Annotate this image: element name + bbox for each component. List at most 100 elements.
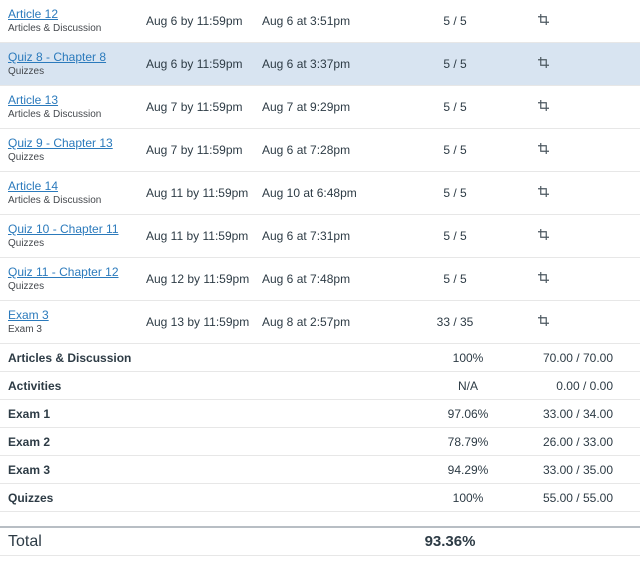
row-action-cell [505,98,581,116]
row-action-cell [505,227,581,245]
due-date: Aug 7 by 11:59pm [146,100,243,114]
assignment-group-label: Exam 3 [8,323,42,335]
crop-icon[interactable] [536,141,551,156]
submitted-date: Aug 7 at 9:29pm [262,100,351,114]
submitted-date: Aug 6 at 7:28pm [262,143,351,157]
due-date: Aug 12 by 11:59pm [146,272,250,286]
summary-row: Exam 3 94.29% 33.00 / 35.00 [0,456,640,484]
row-action-cell [505,12,581,30]
due-date: Aug 6 by 11:59pm [146,57,243,71]
assignment-row: Exam 3 Exam 3 Aug 13 by 11:59pm Aug 8 at… [0,301,640,344]
summary-percent: N/A [457,378,478,393]
assignment-row: Quiz 9 - Chapter 13 Quizzes Aug 7 by 11:… [0,129,640,172]
crop-icon[interactable] [536,313,551,328]
total-percent: 93.36% [424,533,476,550]
crop-icon[interactable] [536,227,551,242]
assignment-group-label: Quizzes [8,151,45,163]
assignment-group-label: Articles & Discussion [8,22,102,34]
summary-group-label: Articles & Discussion [8,350,132,365]
assignment-row: Article 14 Articles & Discussion Aug 11 … [0,172,640,215]
summary-row: Exam 2 78.79% 26.00 / 33.00 [0,428,640,456]
row-action-cell [505,141,581,159]
due-date: Aug 11 by 11:59pm [146,229,249,243]
summary-row: Activities N/A 0.00 / 0.00 [0,372,640,400]
summary-points: 26.00 / 33.00 [542,434,613,449]
due-date: Aug 6 by 11:59pm [146,14,243,28]
summary-group-label: Activities [8,378,62,393]
assignment-link[interactable]: Quiz 8 - Chapter 8 [8,49,107,64]
summary-points: 33.00 / 35.00 [542,462,613,477]
summary-percent: 100% [452,350,484,365]
submitted-date: Aug 6 at 3:51pm [262,14,351,28]
summary-row: Articles & Discussion 100% 70.00 / 70.00 [0,344,640,372]
summary-percent: 100% [452,490,484,505]
summary-points: 33.00 / 34.00 [542,406,613,421]
assignment-row: Quiz 10 - Chapter 11 Quizzes Aug 11 by 1… [0,215,640,258]
summary-row: Exam 1 97.06% 33.00 / 34.00 [0,400,640,428]
due-date: Aug 7 by 11:59pm [146,143,243,157]
assignment-name-cell: Quiz 10 - Chapter 11 Quizzes [0,222,146,251]
assignment-row: Quiz 11 - Chapter 12 Quizzes Aug 12 by 1… [0,258,640,301]
summary-group-label: Exam 2 [8,434,51,449]
row-action-cell [505,313,581,331]
assignment-link[interactable]: Exam 3 [8,307,49,322]
assignment-name-cell: Quiz 8 - Chapter 8 Quizzes [0,50,146,79]
assignment-group-label: Quizzes [8,65,45,77]
due-date: Aug 11 by 11:59pm [146,186,249,200]
assignment-name-cell: Article 13 Articles & Discussion [0,93,146,122]
crop-icon[interactable] [536,270,551,285]
summary-group-label: Quizzes [8,490,54,505]
assignment-group-label: Quizzes [8,280,45,292]
score: 33 / 35 [436,315,474,329]
assignment-row: Article 13 Articles & Discussion Aug 7 b… [0,86,640,129]
summary-points: 0.00 / 0.00 [556,378,613,393]
assignment-name-cell: Article 14 Articles & Discussion [0,179,146,208]
row-action-cell [505,55,581,73]
score: 5 / 5 [443,57,467,71]
total-label: Total [8,532,42,550]
crop-icon[interactable] [536,55,551,70]
summary-group-label: Exam 3 [8,462,51,477]
assignment-name-cell: Quiz 9 - Chapter 13 Quizzes [0,136,146,165]
score: 5 / 5 [443,272,467,286]
assignment-group-label: Articles & Discussion [8,108,102,120]
summary-points: 55.00 / 55.00 [542,490,613,505]
submitted-date: Aug 6 at 3:37pm [262,57,351,71]
assignment-link[interactable]: Quiz 10 - Chapter 11 [8,221,119,236]
assignment-name-cell: Quiz 11 - Chapter 12 Quizzes [0,265,146,294]
submitted-date: Aug 8 at 2:57pm [262,315,351,329]
score: 5 / 5 [443,14,467,28]
score: 5 / 5 [443,100,467,114]
summary-percent: 94.29% [447,462,489,477]
crop-icon[interactable] [536,12,551,27]
submitted-date: Aug 6 at 7:31pm [262,229,351,243]
assignment-link[interactable]: Article 13 [8,92,59,107]
crop-icon[interactable] [536,98,551,113]
assignment-link[interactable]: Article 12 [8,6,59,21]
submitted-date: Aug 10 at 6:48pm [262,186,357,200]
assignment-name-cell: Article 12 Articles & Discussion [0,7,146,36]
row-action-cell [505,184,581,202]
score: 5 / 5 [443,143,467,157]
score: 5 / 5 [443,229,467,243]
assignment-group-label: Articles & Discussion [8,194,102,206]
summary-points: 70.00 / 70.00 [542,350,613,365]
summary-percent: 97.06% [447,406,489,421]
score: 5 / 5 [443,186,467,200]
assignment-group-label: Quizzes [8,237,45,249]
total-row: Total 93.36% [0,526,640,556]
assignment-link[interactable]: Quiz 11 - Chapter 12 [8,264,119,279]
due-date: Aug 13 by 11:59pm [146,315,250,329]
assignment-row: Quiz 8 - Chapter 8 Quizzes Aug 6 by 11:5… [0,43,640,86]
assignment-row: Article 12 Articles & Discussion Aug 6 b… [0,0,640,43]
crop-icon[interactable] [536,184,551,199]
summary-group-label: Exam 1 [8,406,51,421]
row-action-cell [505,270,581,288]
assignment-link[interactable]: Quiz 9 - Chapter 13 [8,135,113,150]
assignment-name-cell: Exam 3 Exam 3 [0,308,146,337]
summary-row: Quizzes 100% 55.00 / 55.00 [0,484,640,512]
submitted-date: Aug 6 at 7:48pm [262,272,351,286]
assignment-link[interactable]: Article 14 [8,178,59,193]
summary-percent: 78.79% [447,434,489,449]
